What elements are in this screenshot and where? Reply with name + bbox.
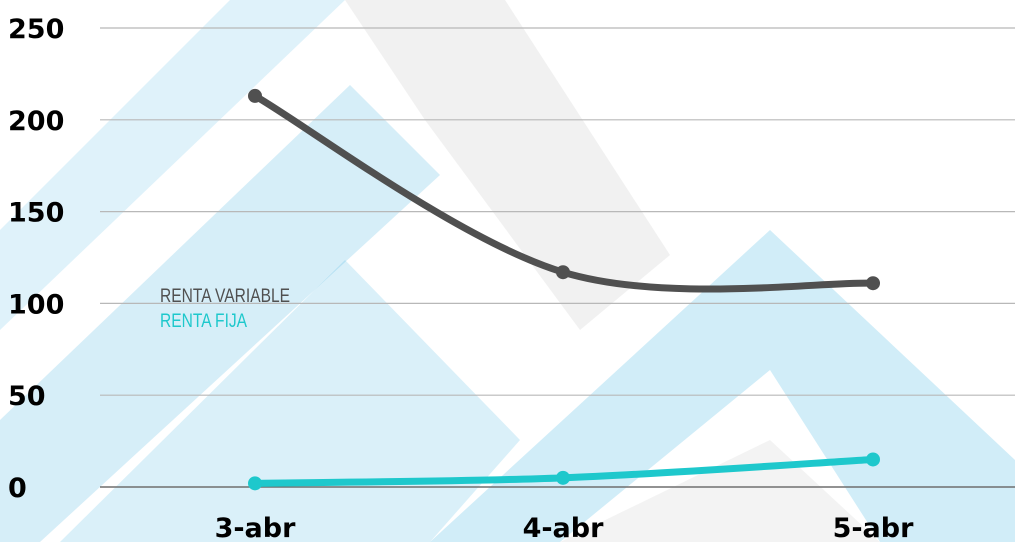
watermark-band (560, 440, 880, 542)
watermark-band (345, 0, 670, 330)
data-point (866, 276, 880, 291)
x-axis-ticks: 3-abr 4-abr 5-abr (215, 513, 915, 542)
legend: RENTA VARIABLE RENTA FIJA (160, 285, 290, 332)
watermark-band (0, 85, 440, 542)
x-tick-label: 3-abr (215, 513, 297, 542)
y-axis-ticks: 0 50 100 150 200 250 (8, 14, 64, 504)
data-point (556, 265, 570, 280)
y-tick-label: 200 (8, 106, 64, 137)
data-point (248, 476, 262, 491)
y-tick-label: 100 (8, 289, 64, 320)
series-group (248, 88, 880, 491)
y-tick-label: 0 (8, 473, 27, 504)
x-tick-label: 5-abr (833, 513, 915, 542)
y-tick-label: 150 (8, 198, 64, 229)
data-point (866, 452, 880, 467)
data-point (556, 470, 570, 485)
x-tick-label: 4-abr (523, 513, 605, 542)
data-point (248, 88, 262, 103)
y-tick-label: 250 (8, 14, 64, 45)
legend-entry: RENTA FIJA (160, 310, 247, 332)
y-tick-label: 50 (8, 381, 46, 412)
watermark-band (0, 0, 345, 330)
watermark-band (60, 260, 520, 542)
legend-entry: RENTA VARIABLE (160, 285, 290, 307)
